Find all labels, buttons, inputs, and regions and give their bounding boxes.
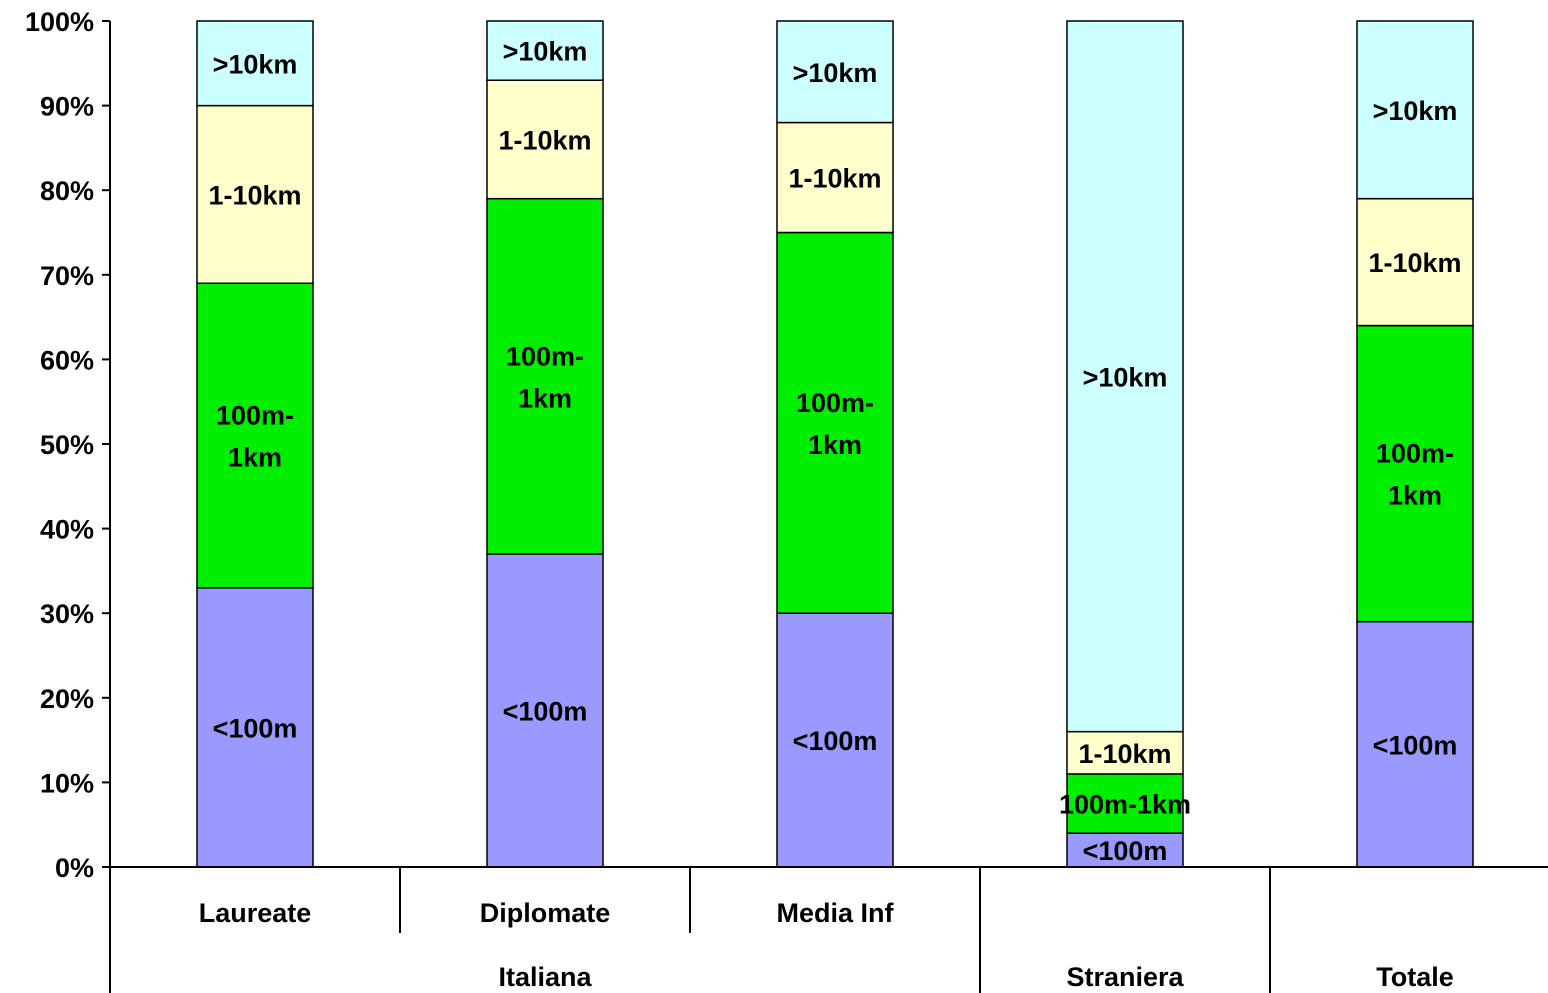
data-label: 100m- [216, 401, 294, 431]
data-label: 1-10km [1368, 248, 1461, 278]
y-tick-label: 60% [40, 345, 94, 375]
labels-layer: <100m100m-1km1-10km>10km<100m100m-1km1-1… [25, 7, 1462, 992]
data-label: 100m- [506, 341, 584, 371]
bar-segment-10km-2 [776, 20, 894, 124]
x-category-label: Diplomate [480, 898, 611, 928]
bar-segment-100m-0 [196, 587, 314, 868]
bar-segment-1-10km-4 [1356, 197, 1474, 327]
bar-segment-1-10km-3 [1066, 730, 1184, 775]
bars-layer [196, 20, 1474, 868]
data-label: >10km [213, 49, 298, 79]
bar-segment-100m-1km-0 [196, 282, 314, 589]
data-label: >10km [793, 58, 878, 88]
bar-segment-10km-1 [486, 20, 604, 81]
data-label: 1km [808, 430, 862, 460]
bar-segment-100m-1km-4 [1356, 324, 1474, 623]
y-tick-label: 70% [40, 261, 94, 291]
data-label: <100m [793, 726, 878, 756]
data-label: <100m [503, 696, 588, 726]
axes-layer [102, 20, 1548, 993]
bar-segment-10km-3 [1066, 20, 1184, 733]
data-label: >10km [1373, 96, 1458, 126]
x-group-label: Italiana [498, 962, 592, 992]
bar-segment-10km-4 [1356, 20, 1474, 200]
data-label: 100m-1km [1059, 790, 1191, 820]
bar-segment-100m-1 [486, 553, 604, 868]
data-label: 1-10km [1078, 739, 1171, 769]
y-tick-label: 20% [40, 684, 94, 714]
bar-segment-100m-4 [1356, 620, 1474, 868]
y-tick-label: 80% [40, 176, 94, 206]
y-tick-label: 50% [40, 430, 94, 460]
data-label: 100m- [796, 388, 874, 418]
data-label: <100m [1373, 730, 1458, 760]
x-category-label: Media Inf [776, 898, 894, 928]
x-group-label: Straniera [1066, 962, 1184, 992]
data-label: 1-10km [788, 164, 881, 194]
data-label: 1km [518, 383, 572, 413]
bar-segment-100m-1km-2 [776, 231, 894, 614]
x-group-label: Totale [1376, 962, 1454, 992]
y-tick-label: 100% [25, 7, 94, 37]
data-label: 1-10km [208, 180, 301, 210]
data-label: 1-10km [498, 125, 591, 155]
data-label: 1km [1388, 481, 1442, 511]
bar-segment-10km-0 [196, 20, 314, 107]
data-label: >10km [503, 37, 588, 67]
data-label: 1km [228, 443, 282, 473]
bar-segment-100m-1km-1 [486, 197, 604, 555]
data-label: >10km [1083, 362, 1168, 392]
data-label: <100m [213, 713, 298, 743]
y-tick-label: 90% [40, 92, 94, 122]
bar-segment-1-10km-2 [776, 121, 894, 234]
x-category-label: Laureate [199, 898, 312, 928]
y-tick-label: 0% [55, 853, 94, 883]
y-tick-label: 10% [40, 768, 94, 798]
data-label: <100m [1083, 836, 1168, 866]
bar-segment-1-10km-1 [486, 79, 604, 200]
y-tick-label: 40% [40, 515, 94, 545]
y-tick-label: 30% [40, 599, 94, 629]
data-label: 100m- [1376, 439, 1454, 469]
